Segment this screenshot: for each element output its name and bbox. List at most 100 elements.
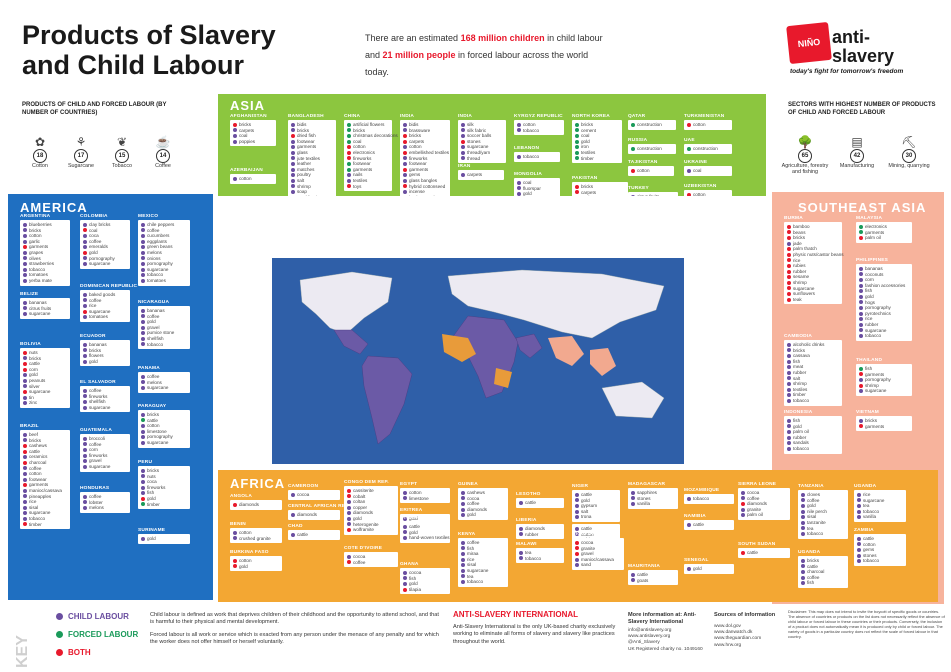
product-name: hogs <box>865 299 875 305</box>
labour-type-dot-icon <box>857 542 861 547</box>
product-item: coconuts <box>859 272 909 278</box>
product-item: soccer balls <box>461 133 503 139</box>
product-name: cotton <box>693 122 706 127</box>
contact-item[interactable]: UK Registered charity no. 1049160 <box>628 646 703 652</box>
country-name: RUSSIA <box>628 138 648 143</box>
product-name: bricks <box>29 437 41 443</box>
product-name: glass bangles <box>409 177 438 183</box>
labour-type-dot-icon <box>291 133 295 138</box>
product-item: goats <box>631 578 675 584</box>
product-item: tin <box>23 395 67 401</box>
product-item: sugarcane <box>461 568 505 574</box>
product-name: gems <box>409 172 421 178</box>
country-name: KENYA <box>458 532 476 537</box>
product-item: shellfish <box>83 399 127 405</box>
country-name: NORTH KOREA <box>572 114 610 119</box>
product-item: gold <box>787 424 839 430</box>
labour-type-dot-icon <box>519 500 523 505</box>
product-name: tobacco <box>865 333 882 339</box>
country-product-list: cloves coffee gold nile perch sisal tanzanite… <box>798 490 848 539</box>
product-name: palm oil <box>865 235 881 241</box>
product-item: rubies <box>787 263 839 269</box>
source-link[interactable]: www.hrw.org <box>714 642 742 648</box>
country-name: CHAD <box>288 524 303 529</box>
labour-type-dot-icon <box>23 250 27 255</box>
country-name: ECUADOR <box>80 334 106 339</box>
country-product-list: bananas coconuts corn fashion accessories fi… <box>856 264 912 341</box>
product-item: garments <box>291 144 333 150</box>
product-item: shrimp <box>787 381 839 387</box>
labour-type-dot-icon <box>83 505 87 510</box>
source-link[interactable]: www.danwatch.dk <box>714 630 753 636</box>
source-link[interactable]: www.dol.gov <box>714 624 741 629</box>
product-name: physic nuts/castor beans <box>793 251 844 257</box>
product-name: pornography <box>147 261 173 267</box>
contact-item[interactable]: info@antislavery.org <box>628 628 672 633</box>
product-name: onions <box>147 255 161 261</box>
labour-type-dot-icon <box>687 122 691 127</box>
product-item: gravel <box>575 551 621 557</box>
product-name: coal <box>581 133 590 139</box>
product-item: copper <box>347 505 395 511</box>
country-product-list: construction <box>684 144 732 154</box>
product-name: rice <box>865 316 873 322</box>
labour-type-dot-icon <box>23 389 27 394</box>
labour-type-dot-icon <box>787 235 791 240</box>
product-legend-item: ☕ 14 Coffee <box>145 135 181 169</box>
product-name: christmas decorations <box>353 133 398 139</box>
labour-type-dot-icon <box>787 263 791 268</box>
forced-labour-definition: Forced labour is all work or service whi… <box>150 632 439 646</box>
disclaimer: Disclaimer: This map does not intend to … <box>788 609 945 639</box>
contact-item[interactable]: @Anti_Slavery <box>628 640 660 646</box>
product-item: garments <box>859 230 909 236</box>
country-product-list: rice sugarcane tea tobacco vanilla <box>854 490 906 522</box>
product-item: fireworks <box>83 394 127 400</box>
product-item: tomatoes <box>83 314 127 320</box>
product-name: silver <box>29 383 40 389</box>
product-name: garments <box>29 482 49 488</box>
product-name: construction <box>693 146 718 151</box>
product-name: gold <box>523 191 532 196</box>
product-name: sandals <box>793 440 809 446</box>
source-link[interactable]: www.theguardian.com <box>714 636 762 642</box>
product-item: cocoa <box>741 490 787 496</box>
product-name: fish <box>793 358 801 364</box>
labour-type-dot-icon <box>461 568 465 573</box>
product-name: shrimp <box>865 382 879 388</box>
labour-type-dot-icon <box>859 224 863 229</box>
labour-type-dot-icon <box>575 563 579 568</box>
labour-type-dot-icon <box>23 273 27 278</box>
intro-a: There are an estimated <box>365 33 461 43</box>
product-name: tobacco <box>863 558 880 564</box>
product-name: tobacco <box>523 154 540 159</box>
product-name: pineapples <box>29 493 52 499</box>
product-item: cattle <box>687 522 731 528</box>
product-item: coca <box>141 479 187 485</box>
contact-item[interactable]: www.antislavery.org <box>628 634 671 640</box>
product-name: tobacco <box>29 515 46 521</box>
labour-type-dot-icon <box>575 503 579 508</box>
product-name: tobacco <box>147 272 164 278</box>
country-product-list: cotton gold <box>230 556 282 572</box>
labour-type-dot-icon <box>631 146 635 151</box>
labour-type-dot-icon <box>23 438 27 443</box>
product-item: rice <box>859 316 909 322</box>
logo-name: anti-slavery <box>832 28 894 66</box>
product-item: lobster <box>83 500 127 506</box>
labour-type-dot-icon <box>83 261 87 266</box>
product-name: gold <box>693 566 702 571</box>
manufacturing-icon: ▤ <box>851 135 863 149</box>
anti-slavery-logo[interactable]: NIÑO anti-slavery today's fight for tomo… <box>786 21 928 84</box>
product-item: fish <box>787 418 839 424</box>
country-name: SURINAME <box>138 528 166 533</box>
product-name: cotton <box>147 423 160 429</box>
product-name: tea <box>525 550 532 555</box>
labour-type-dot-icon <box>83 453 87 458</box>
labour-type-dot-icon <box>787 446 791 451</box>
labour-type-dot-icon <box>23 245 27 250</box>
product-name: cattle <box>747 550 758 555</box>
labour-type-dot-icon <box>141 325 145 330</box>
product-item: gold <box>23 372 67 378</box>
product-name: cattle <box>807 563 818 569</box>
country-name: NICARAGUA <box>138 300 170 305</box>
